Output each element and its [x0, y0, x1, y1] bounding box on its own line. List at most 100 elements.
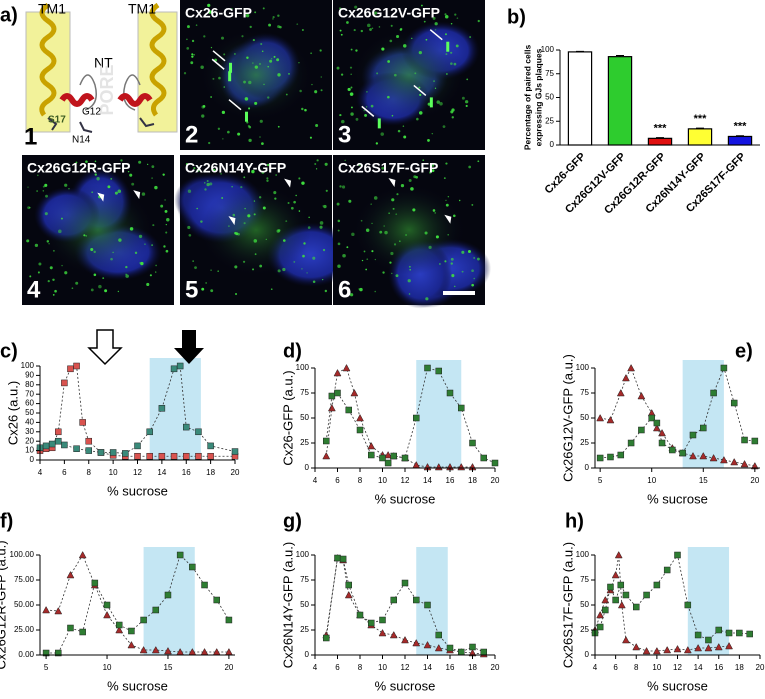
micrograph: Cx26N14Y-GFP 5: [174, 155, 355, 305]
gfp-dot: [466, 78, 469, 81]
gfp-dot: [244, 97, 249, 101]
gfp-dot: [324, 289, 328, 293]
gfp-dot: [302, 254, 305, 258]
marker: [607, 583, 614, 591]
gfp-dot: [268, 23, 271, 27]
gfp-dot: [253, 213, 256, 216]
marker: [617, 600, 626, 609]
marker: [637, 391, 646, 400]
marker: [225, 616, 233, 624]
gfp-dot: [340, 73, 344, 76]
gfp-dot: [390, 24, 393, 27]
gfp-dot: [427, 139, 430, 142]
marker: [85, 437, 92, 445]
gfp-dot: [210, 96, 212, 98]
gfp-dot: [341, 185, 346, 189]
gfp-dot: [295, 194, 297, 197]
gfp-dot: [408, 178, 412, 182]
gfp-dot: [93, 273, 97, 277]
marker: [751, 437, 759, 445]
marker: [714, 642, 723, 651]
gfp-dot: [248, 107, 251, 110]
gfp-dot: [477, 19, 480, 23]
gfp-dot: [267, 66, 269, 68]
marker: [424, 364, 431, 372]
marker: [91, 579, 99, 587]
marker: [109, 449, 117, 456]
helix: [39, 2, 57, 117]
marker: [434, 643, 443, 652]
gfp-dot: [202, 105, 206, 108]
marker: [643, 591, 650, 599]
y-tick-label: 25: [580, 625, 589, 634]
gfp-dot: [445, 53, 448, 56]
gfp-dot: [209, 182, 213, 186]
gfp-dot: [468, 165, 472, 169]
tile-title: Cx26G12R-GFP: [27, 160, 130, 176]
gfp-dot: [206, 182, 210, 187]
gfp-dot: [444, 260, 447, 263]
x-tick-label: 10: [378, 476, 387, 485]
marker: [658, 439, 666, 447]
gfp-dot: [190, 61, 194, 65]
gfp-dot: [418, 111, 423, 115]
gfp-dot: [439, 102, 443, 106]
marker: [42, 605, 51, 614]
gfp-dot: [26, 239, 30, 243]
y-tick-label: 0: [305, 650, 310, 659]
label: NT: [94, 55, 113, 71]
tile-number: 6: [338, 276, 351, 303]
gfp-dot: [315, 123, 319, 127]
error-bar: [656, 137, 664, 139]
gfp-dot: [191, 55, 194, 58]
gfp-dot: [27, 186, 29, 188]
label: S17: [48, 115, 66, 126]
tile-title: Cx26G12V-GFP: [338, 5, 440, 21]
gfp-dot: [438, 263, 441, 265]
gfp-dot: [245, 13, 250, 18]
gfp-dot: [298, 177, 301, 180]
marker: [345, 406, 352, 414]
marker: [201, 581, 208, 589]
series-line: [600, 367, 755, 467]
marker: [334, 389, 341, 397]
x-tick-label: 4: [38, 468, 43, 477]
y-tick-label: 25: [545, 116, 554, 125]
gfp-dot: [314, 90, 318, 94]
shaded-region: [416, 360, 462, 468]
arrowhead: [444, 214, 452, 224]
marker: [42, 442, 50, 450]
marker: [612, 596, 619, 604]
y-tick-label: 75: [545, 69, 554, 78]
gfp-dot: [164, 209, 168, 213]
marker: [152, 606, 160, 614]
marker: [356, 426, 364, 434]
gfp-dot: [162, 173, 165, 176]
y-tick-label: 100: [296, 550, 310, 559]
marker: [694, 643, 703, 652]
marker: [356, 611, 364, 619]
gfp-dot: [34, 243, 39, 248]
marker: [700, 424, 707, 432]
gfp-dot: [54, 289, 57, 293]
marker: [134, 442, 141, 450]
marker: [384, 459, 392, 467]
gfp-dot: [254, 11, 257, 14]
gfp-dot: [336, 66, 340, 70]
gfp-dot: [45, 194, 48, 198]
gfp-dot: [322, 248, 326, 252]
marker: [350, 388, 359, 397]
gfp-dot: [419, 93, 422, 96]
gfp-dot: [353, 29, 356, 32]
gfp-dot: [436, 100, 440, 104]
gfp-dot: [273, 191, 277, 195]
marker: [322, 451, 331, 460]
x-tick-label: 16: [446, 476, 455, 485]
marker: [73, 445, 80, 452]
marker: [146, 452, 153, 460]
gfp-dot: [391, 114, 394, 117]
gfp-dot: [323, 204, 327, 209]
micrograph: Cx26S17F-GFP 6: [333, 155, 492, 309]
marker: [741, 436, 748, 444]
gfp-dot: [442, 125, 446, 129]
